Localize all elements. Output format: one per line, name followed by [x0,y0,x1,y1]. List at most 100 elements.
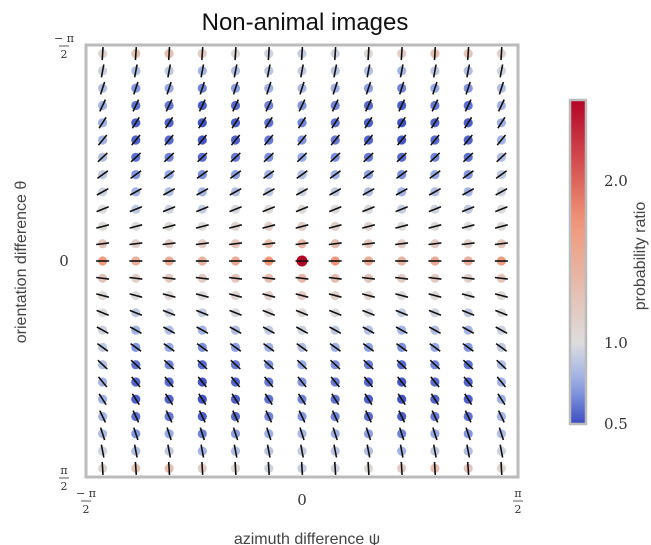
orientation-segment [162,293,176,298]
orientation-segment [428,293,442,298]
orientation-segment [430,376,440,388]
orientation-segment [266,427,272,441]
svg-text:π: π [514,487,521,500]
orientation-segment [162,276,176,280]
orientation-segment [297,116,307,129]
orientation-segment [361,224,376,229]
orientation-segment [198,99,206,112]
orientation-segment [100,64,105,78]
orientation-segment [499,64,504,78]
orientation-segment [297,134,307,146]
orientation-segment [129,188,142,196]
orientation-segment [329,342,341,352]
orientation-segment [296,342,308,352]
orientation-segment [432,81,438,95]
orientation-segment [362,309,375,316]
orientation-segment [96,276,110,280]
orientation-segment [463,134,473,146]
orientation-segment [395,206,408,213]
orientation-segment [195,293,209,298]
orientation-segment [232,81,239,95]
orientation-segment [495,206,508,213]
orientation-segment [461,224,475,229]
orientation-segment [228,293,243,298]
orientation-segment [500,47,503,61]
orientation-segment [196,206,209,213]
orientation-segment [96,170,109,180]
orientation-segment [494,224,508,229]
orientation-segment [329,170,341,180]
orientation-segment [166,81,172,95]
orientation-segment [195,276,209,280]
orientation-segment [297,376,307,388]
x-tick-label: 0 [297,491,307,509]
orientation-segment [364,410,372,423]
orientation-segment [131,393,140,406]
orientation-segment [398,427,405,441]
orientation-segment [264,116,273,129]
orientation-segment [297,393,307,406]
orientation-segment [265,410,273,423]
orientation-segment [428,187,441,196]
orientation-segment [494,293,508,298]
orientation-segment [197,376,208,388]
orientation-segment [430,134,440,146]
orientation-segment [195,242,209,246]
orientation-segment [97,134,108,146]
orientation-segment [361,293,376,298]
orientation-segment [129,224,143,229]
orientation-segment [230,376,241,388]
orientation-segment [197,134,208,146]
svg-text:0: 0 [59,252,69,270]
orientation-segment [131,134,141,146]
orientation-segment [162,309,176,316]
orientation-segment [262,206,276,213]
svg-text:2: 2 [83,503,90,516]
orientation-segment [165,410,173,423]
orientation-segment [296,170,308,180]
orientation-segment [300,461,304,475]
orientation-segment [464,99,472,112]
orientation-segment [167,461,171,475]
orientation-segment [231,393,240,406]
orientation-segment [396,376,407,388]
x-tick-label: − π 2 [76,487,96,516]
orientation-segment [300,47,304,61]
orientation-segment [361,242,375,246]
orientation-segment [461,276,475,280]
orientation-segment [363,376,374,388]
orientation-segment [199,81,206,95]
orientation-segment [133,81,139,95]
orientation-segment [295,326,309,335]
orientation-segment [162,242,176,246]
orientation-segment [229,276,243,280]
orientation-segment [198,410,206,423]
orientation-segment [396,359,407,370]
orientation-segment [331,393,340,406]
orientation-segment [263,376,274,388]
orientation-segment [461,309,475,316]
orientation-segment [463,376,473,388]
orientation-segment [363,152,374,163]
orientation-segment [295,293,309,298]
orientation-segment [165,99,173,112]
orientation-segment [99,99,107,112]
y-tick-label: π2 [59,464,69,493]
orientation-segment [163,187,176,196]
svg-text:2: 2 [515,503,522,516]
orientation-segment [429,342,441,352]
orientation-segment [96,326,109,335]
orientation-segment [229,326,242,335]
orientation-segment [395,242,409,246]
orientation-segment [495,187,508,196]
orientation-segment [365,81,372,95]
orientation-segment [262,326,275,335]
svg-text:π: π [60,464,67,477]
orientation-segment [200,444,205,458]
orientation-segment [429,152,441,163]
orientation-segment [98,393,107,406]
orientation-segment [363,134,374,146]
orientation-segment [129,206,143,213]
orientation-segment [466,47,470,61]
